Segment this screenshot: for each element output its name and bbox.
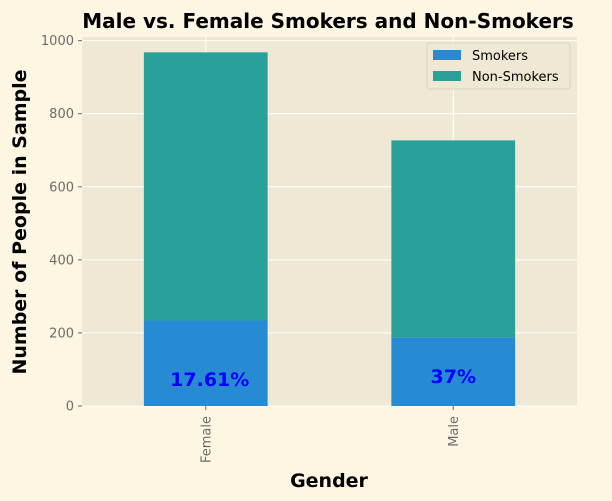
y-tick-label: 1000 (41, 34, 74, 49)
x-axis-label: Gender (290, 470, 368, 492)
bar-smokers-male (391, 337, 516, 406)
legend-label: Smokers (472, 49, 528, 64)
y-axis-ticks: 0 200 400 600 800 1000 (41, 34, 82, 415)
y-tick-label: 800 (49, 107, 74, 122)
y-tick-label: 400 (49, 253, 74, 268)
x-tick-label: Female (199, 416, 214, 463)
x-axis-ticks: Female Male (199, 406, 462, 463)
bar-non-smokers-female (143, 52, 268, 321)
bar-annotations: 17.61% 37% (170, 366, 476, 391)
y-axis-label: Number of People in Sample (9, 69, 31, 374)
bar-non-smokers-male (391, 140, 516, 338)
legend-label: Non-Smokers (472, 70, 559, 85)
legend: Smokers Non-Smokers (426, 42, 571, 90)
chart-title: Male vs. Female Smokers and Non-Smokers (82, 9, 574, 33)
legend-swatch (433, 71, 461, 81)
bar-annotation: 37% (431, 366, 476, 388)
bars (143, 52, 516, 406)
legend-box (426, 42, 571, 90)
bar-annotation: 17.61% (170, 369, 249, 391)
legend-swatch (433, 50, 461, 60)
y-tick-label: 0 (66, 400, 74, 415)
y-tick-label: 200 (49, 326, 74, 341)
bar-smokers-female (143, 320, 268, 406)
x-tick-label: Male (447, 416, 462, 447)
y-tick-label: 600 (49, 180, 74, 195)
